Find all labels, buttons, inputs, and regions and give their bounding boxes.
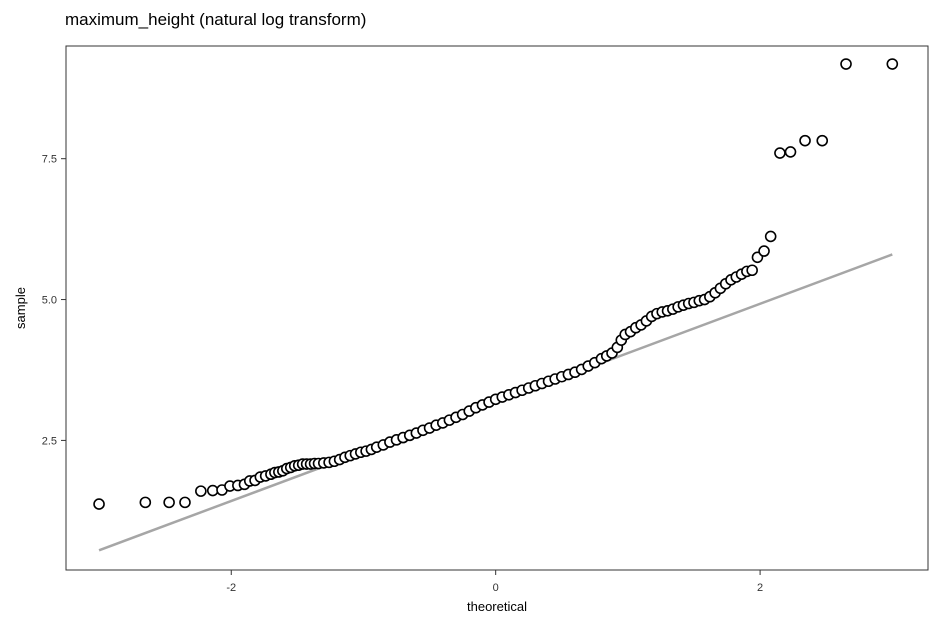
y-tick-label: 5.0	[42, 295, 57, 307]
data-point	[774, 147, 786, 159]
x-axis: -2 0 2	[226, 570, 763, 594]
data-point	[784, 146, 797, 158]
data-point	[93, 498, 105, 510]
data-point	[816, 134, 829, 147]
y-axis: 2.5 5.0 7.5	[42, 154, 66, 447]
points-layer	[93, 58, 899, 510]
data-point	[764, 230, 777, 243]
data-point	[886, 58, 899, 70]
data-point	[163, 496, 175, 509]
x-axis-title: theoretical	[467, 599, 527, 614]
data-point	[139, 496, 152, 509]
data-point	[799, 134, 811, 147]
y-tick-label: 2.5	[42, 435, 57, 447]
chart-title: maximum_height (natural log transform)	[65, 10, 367, 29]
data-point	[746, 264, 758, 277]
plot-panel	[65, 45, 929, 571]
y-tick-label: 7.5	[42, 154, 57, 166]
y-axis-title: sample	[13, 287, 28, 329]
data-point	[840, 58, 852, 70]
data-point	[179, 496, 191, 509]
x-tick-label: 0	[493, 582, 499, 594]
x-tick-label: 2	[757, 582, 763, 594]
x-tick-label: -2	[226, 582, 236, 594]
data-point	[758, 245, 770, 257]
data-point	[195, 485, 207, 497]
